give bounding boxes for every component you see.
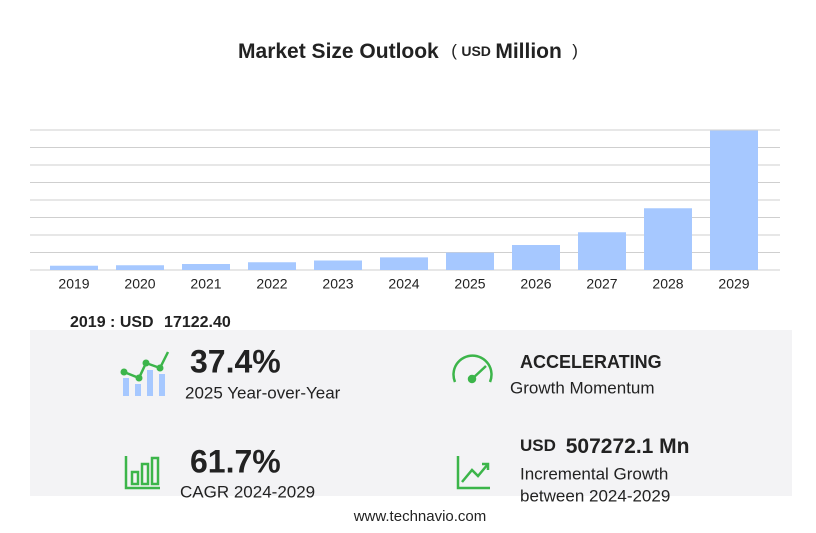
x-tick-label: 2019 [58,276,89,292]
x-tick-label: 2028 [652,276,683,292]
bar [50,265,98,270]
bar [512,245,560,270]
bar [710,130,758,270]
bar [314,260,362,270]
bar [446,252,494,270]
plot: 2019 2020 2021 2022 2023 2024 2025 2026 2027 2028… [30,129,780,292]
x-tick-label: 2027 [586,276,617,292]
x-tick-label: 2029 [718,276,749,292]
x-tick-label: 2022 [256,276,287,292]
bar [578,232,626,270]
unit-close: ) [572,41,578,60]
cagr-label: CAGR 2024-2029 [180,482,315,501]
momentum-value: ACCELERATING [520,352,662,372]
bar [182,264,230,270]
x-tick-label: 2023 [322,276,353,292]
x-tick-label: 2025 [454,276,485,292]
cagr-value: 61.7% [190,443,281,479]
x-tick-label: 2026 [520,276,551,292]
yoy-icon [120,351,170,396]
unit-open: ( [451,41,457,60]
bar [380,257,428,270]
gauge-icon [452,354,493,384]
incremental-icon [456,456,490,490]
yoy-label: 2025 Year-over-Year [185,383,341,402]
base-label: 2019 : USD [70,314,154,331]
momentum-label: Growth Momentum [510,378,655,397]
bar [248,262,296,270]
unit-currency: USD [461,43,491,59]
x-tick-label: 2024 [388,276,419,292]
x-tick-label: 2021 [190,276,221,292]
bar [116,265,164,270]
bar [644,208,692,270]
incremental-label: Incremental Growth [520,464,668,483]
cagr-icon [124,456,160,490]
incremental-currency: USD [520,436,556,455]
footer: www.technavio.com [353,508,487,525]
incremental-label2: between 2024-2029 [520,486,670,505]
chart-title-group: Market Size Outlook ( USD Million ) [238,40,578,63]
incremental-value: USD 507272.1 Mn [520,435,690,458]
base-value: 17122.40 [164,314,231,331]
incremental-amount: 507272.1 Mn [566,435,690,458]
chart-title: Market Size Outlook [238,40,439,63]
base-year: 2019 : USD 17122.40 [70,314,231,331]
x-tick-label: 2020 [124,276,155,292]
yoy-value: 37.4% [190,343,281,379]
summary-panel [30,330,792,496]
unit-name: Million [495,40,562,63]
